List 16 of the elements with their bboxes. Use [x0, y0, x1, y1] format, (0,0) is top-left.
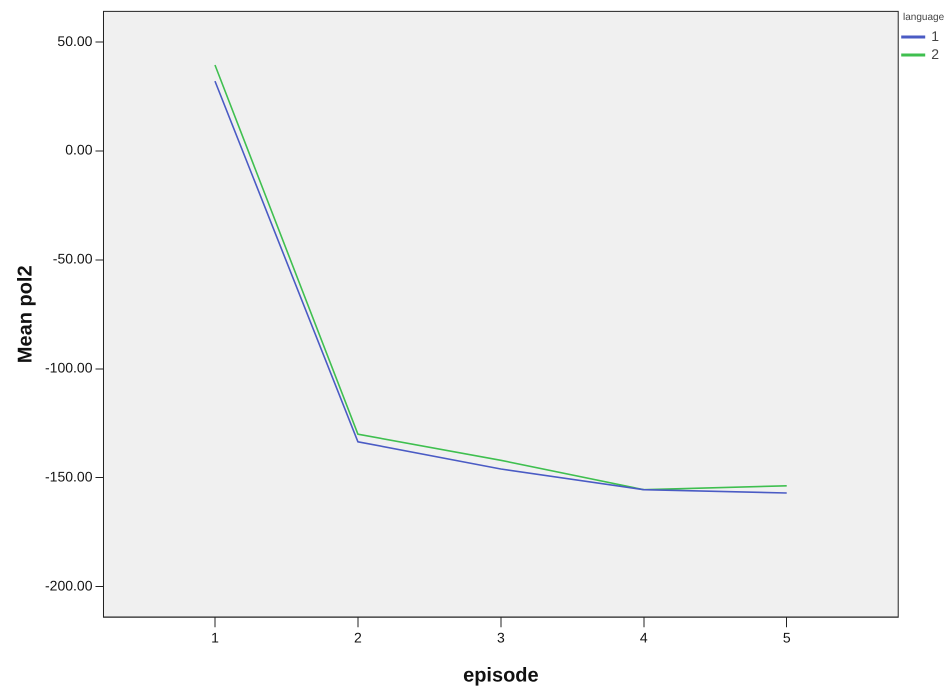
y-tick-label: 0.00 — [65, 142, 93, 158]
y-tick-label: 50.00 — [57, 32, 93, 49]
x-axis-title: episode — [463, 664, 539, 687]
x-tick-label: 1 — [211, 629, 220, 646]
legend-label: 1 — [931, 28, 940, 44]
x-tick-label: 3 — [496, 629, 505, 646]
y-tick-label: -150.00 — [45, 468, 93, 485]
x-tick-label: 5 — [782, 629, 791, 646]
y-axis-title: Mean pol2 — [14, 265, 37, 364]
y-tick-label: -100.00 — [45, 360, 93, 376]
y-tick-label: -50.00 — [52, 250, 93, 267]
y-tick-label: -200.00 — [45, 578, 93, 594]
x-tick-label: 4 — [640, 629, 648, 646]
legend-title: language — [903, 12, 945, 23]
legend-label: 2 — [931, 46, 940, 62]
x-tick-label: 2 — [354, 629, 362, 646]
